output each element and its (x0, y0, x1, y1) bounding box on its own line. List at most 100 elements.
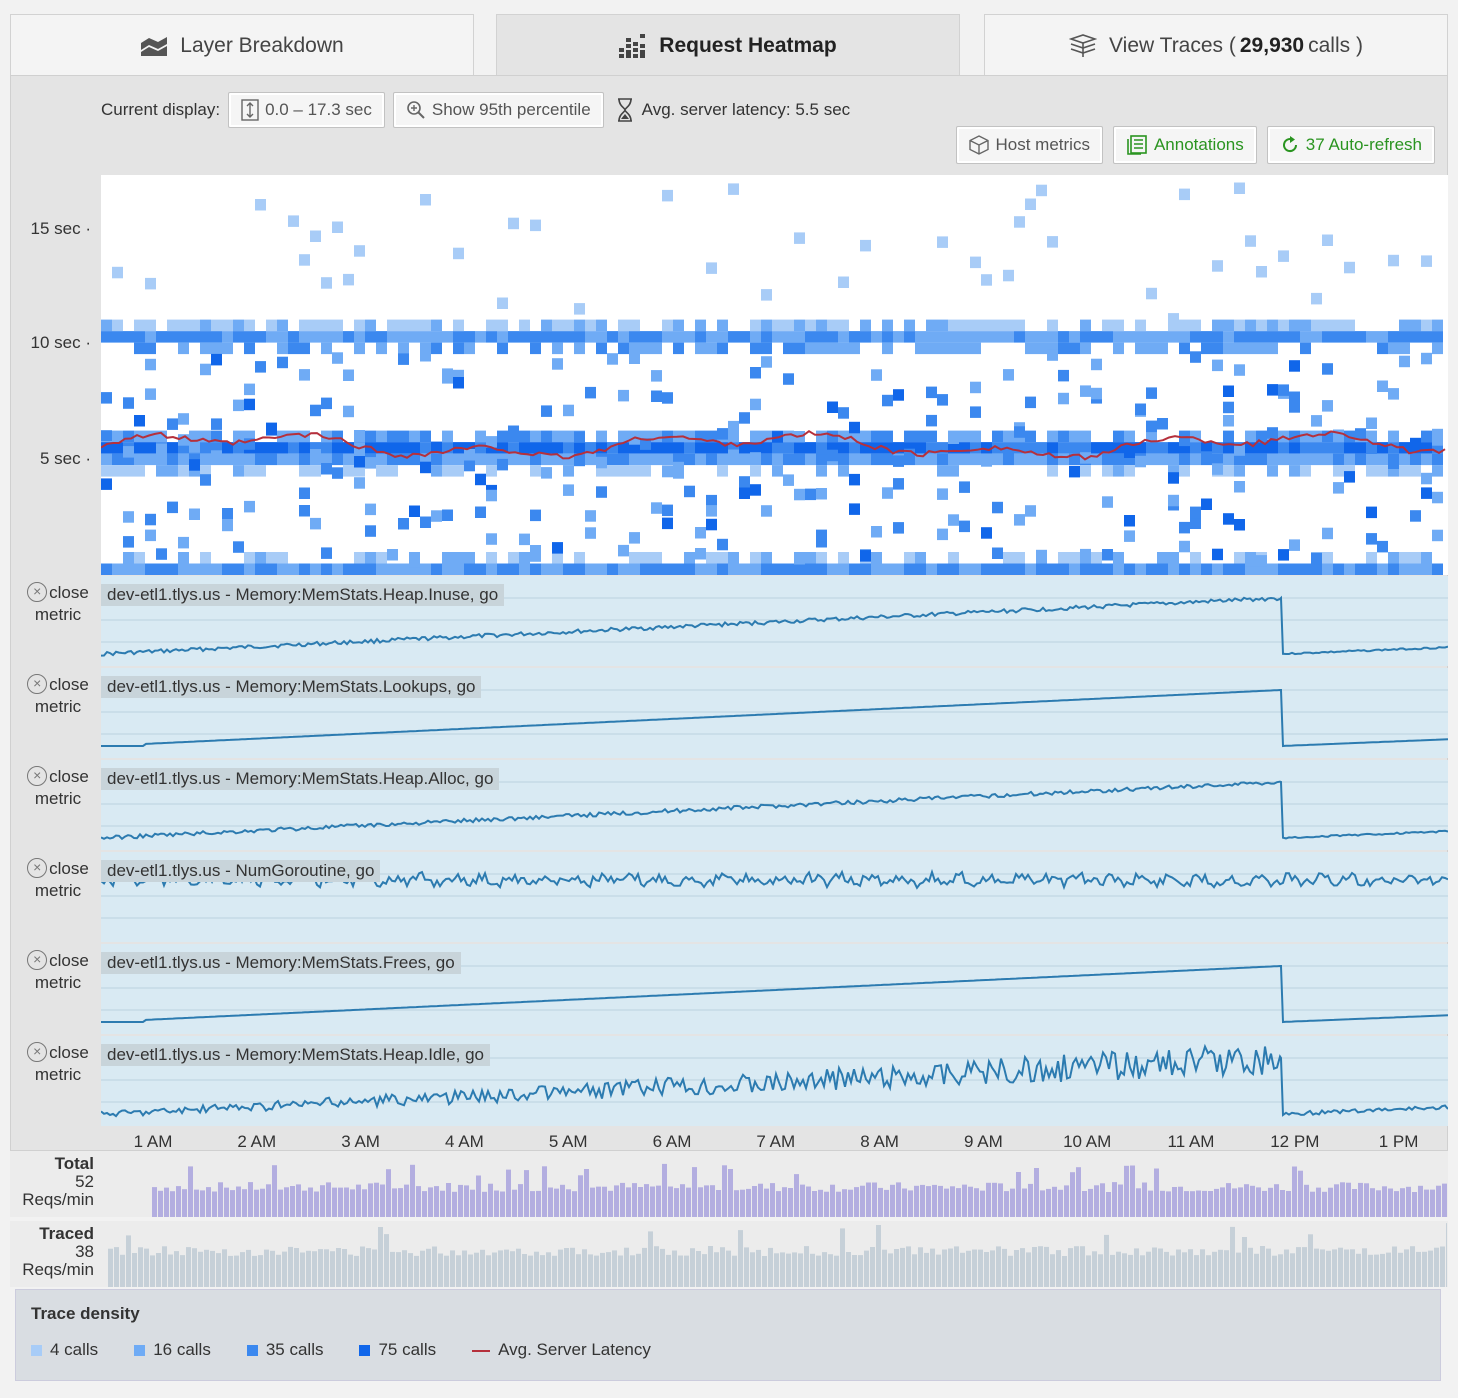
bar (1022, 1188, 1027, 1217)
bar (1386, 1252, 1391, 1287)
close-metric-button[interactable]: × close metric (15, 766, 101, 810)
bar (932, 1184, 937, 1217)
heatmap-cell (222, 519, 233, 532)
heatmap-cell (629, 552, 640, 564)
bar (662, 1163, 667, 1217)
traced-requests-chart[interactable] (100, 1221, 1451, 1287)
heatmap-cell (684, 485, 695, 498)
close-metric-button[interactable]: × close metric (15, 582, 101, 626)
heatmap-cell (596, 342, 607, 355)
x-tick-label: 7 AM (756, 1132, 796, 1151)
heatmap-cell (255, 199, 266, 211)
heatmap-cell (937, 563, 948, 575)
heatmap-cell (893, 563, 904, 575)
bar (876, 1225, 881, 1287)
bar (356, 1184, 361, 1217)
metric-chart[interactable]: dev-etl1.tlys.us - Memory:MemStats.Heap.… (101, 1036, 1448, 1126)
heatmap-cell (1135, 331, 1146, 343)
heatmap-cell (1421, 331, 1432, 343)
heatmap-cell (244, 563, 255, 575)
bar (384, 1234, 389, 1287)
heatmap-cell (1014, 426, 1025, 438)
heatmap-canvas[interactable] (100, 175, 1448, 575)
heatmap-cell (354, 552, 365, 564)
tab-view-traces[interactable]: View Traces ( 29,930 calls ) (984, 14, 1448, 76)
bar (716, 1190, 721, 1217)
heatmap-cell (156, 453, 167, 466)
heatmap-cell (1432, 529, 1443, 542)
heatmap-cell (1223, 415, 1234, 427)
tab-layer-breakdown[interactable]: Layer Breakdown (10, 14, 474, 76)
bar (114, 1247, 119, 1287)
tab-request-heatmap[interactable]: Request Heatmap (496, 14, 960, 76)
heatmap-cell (200, 331, 211, 343)
bar (1406, 1186, 1411, 1217)
heatmap-cell (288, 342, 299, 355)
heatmap-cell (849, 473, 860, 486)
close-metric-button[interactable]: × close metric (15, 1042, 101, 1086)
heatmap-cell (915, 563, 926, 575)
heatmap-cell (1388, 442, 1399, 454)
heatmap-cell (651, 502, 662, 514)
heatmap-cell (343, 369, 354, 381)
metric-chart[interactable]: dev-etl1.tlys.us - Memory:MemStats.Looku… (101, 668, 1448, 758)
heatmap-cell (101, 442, 112, 454)
metric-chart[interactable]: dev-etl1.tlys.us - Memory:MemStats.Heap.… (101, 576, 1448, 666)
heatmap-cell (673, 442, 684, 454)
bar (1298, 1170, 1303, 1217)
heatmap-cell (1421, 442, 1432, 454)
bar (1398, 1252, 1403, 1287)
bar (1250, 1185, 1255, 1217)
heatmap-cell (1223, 331, 1234, 343)
close-metric-button[interactable]: × close metric (15, 950, 101, 994)
heatmap-cell (409, 505, 420, 517)
heatmap-cell (783, 442, 794, 454)
heatmap-cell (332, 453, 343, 466)
metric-chart[interactable]: dev-etl1.tlys.us - NumGoroutine, go (101, 852, 1448, 942)
heatmap-cell (134, 415, 145, 427)
heatmap-cell (750, 442, 761, 454)
heatmap-cell (970, 381, 981, 394)
heatmap-cell (1179, 319, 1190, 332)
heatmap-cell (750, 552, 761, 564)
host-metrics-button[interactable]: Host metrics (956, 126, 1103, 164)
heatmap-cell (937, 488, 948, 500)
legend-item-16: 16 calls (134, 1340, 211, 1360)
bar (374, 1182, 379, 1217)
current-display-label: Current display: (101, 100, 221, 119)
range-button[interactable]: 0.0 – 17.3 sec (228, 92, 385, 128)
heatmap-cell (1322, 453, 1333, 466)
bar (872, 1182, 877, 1217)
heatmap-cell (739, 442, 750, 454)
close-metric-button[interactable]: × close metric (15, 674, 101, 718)
bar (242, 1189, 247, 1217)
metric-chart[interactable]: dev-etl1.tlys.us - Memory:MemStats.Frees… (101, 944, 1448, 1034)
heatmap-cell (1267, 465, 1278, 477)
bar (582, 1249, 587, 1287)
heatmap-cell (1432, 331, 1443, 343)
heatmap-cell (761, 453, 772, 466)
request-heatmap[interactable] (100, 175, 1448, 575)
bar (170, 1191, 175, 1217)
percentile-button[interactable]: Show 95th percentile (392, 92, 604, 128)
zoom-icon (406, 100, 426, 120)
autorefresh-button[interactable]: 37 Auto-refresh (1266, 126, 1435, 164)
annotations-button[interactable]: Annotations (1112, 126, 1257, 164)
heatmap-cell (1289, 465, 1300, 477)
bar (1326, 1250, 1331, 1287)
bar (726, 1250, 731, 1287)
heatmap-cell (1234, 331, 1245, 343)
bar (1160, 1190, 1165, 1217)
bar (1314, 1248, 1319, 1287)
bar (1236, 1252, 1241, 1287)
close-metric-button[interactable]: × close metric (15, 858, 101, 902)
heatmap-cell (640, 552, 651, 564)
bar (1410, 1246, 1415, 1287)
metric-chart[interactable]: dev-etl1.tlys.us - Memory:MemStats.Heap.… (101, 760, 1448, 850)
total-requests-chart[interactable] (100, 1151, 1447, 1217)
heatmap-cell (134, 319, 145, 332)
bar (1394, 1191, 1399, 1217)
heatmap-cell (1014, 552, 1025, 564)
bar (648, 1231, 653, 1287)
heatmap-cell (794, 442, 805, 454)
